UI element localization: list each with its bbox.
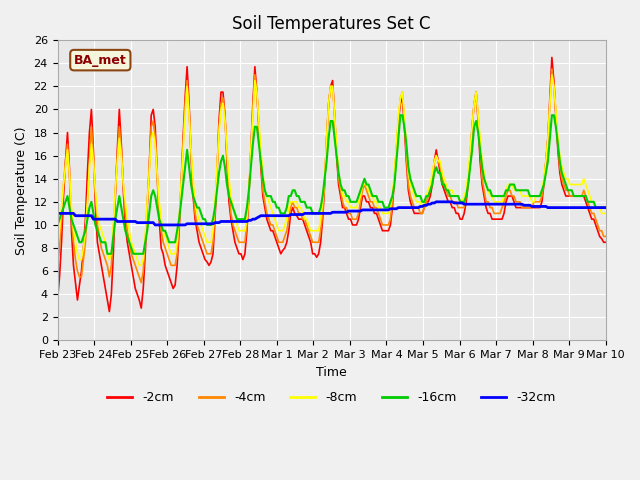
Line: -32cm: -32cm: [58, 202, 605, 225]
-16cm: [259, 176, 267, 181]
-32cm: [335, 209, 342, 215]
-8cm: [340, 193, 348, 199]
-16cm: [335, 170, 342, 176]
-4cm: [548, 66, 556, 72]
-16cm: [397, 112, 404, 118]
-2cm: [259, 193, 267, 199]
Line: -4cm: -4cm: [58, 69, 605, 283]
-4cm: [340, 205, 348, 211]
-2cm: [335, 181, 342, 187]
-16cm: [340, 187, 348, 193]
-16cm: [438, 181, 446, 187]
-32cm: [54, 211, 61, 216]
Title: Soil Temperatures Set C: Soil Temperatures Set C: [232, 15, 431, 33]
-32cm: [125, 218, 133, 224]
-4cm: [138, 280, 145, 286]
-16cm: [104, 251, 111, 257]
-8cm: [54, 245, 61, 251]
-4cm: [125, 240, 133, 245]
-8cm: [602, 211, 609, 216]
-32cm: [438, 199, 446, 204]
-16cm: [602, 205, 609, 211]
Line: -16cm: -16cm: [58, 115, 605, 254]
-4cm: [335, 176, 342, 181]
-2cm: [602, 240, 609, 245]
-2cm: [106, 309, 113, 314]
-32cm: [383, 207, 390, 213]
-4cm: [436, 164, 444, 170]
-16cm: [383, 205, 390, 211]
-32cm: [433, 199, 440, 204]
-32cm: [340, 209, 348, 215]
Line: -2cm: -2cm: [58, 58, 605, 312]
-4cm: [259, 187, 267, 193]
-8cm: [383, 211, 390, 216]
-4cm: [602, 234, 609, 240]
Text: BA_met: BA_met: [74, 54, 127, 67]
-4cm: [54, 263, 61, 268]
-2cm: [340, 205, 348, 211]
-2cm: [127, 263, 135, 268]
-4cm: [383, 222, 390, 228]
-16cm: [127, 245, 135, 251]
-8cm: [335, 170, 342, 176]
-8cm: [548, 72, 556, 78]
-8cm: [125, 228, 133, 234]
-2cm: [383, 228, 390, 234]
X-axis label: Time: Time: [316, 366, 347, 379]
-8cm: [259, 170, 267, 176]
Legend: -2cm, -4cm, -8cm, -16cm, -32cm: -2cm, -4cm, -8cm, -16cm, -32cm: [102, 386, 561, 409]
-8cm: [436, 158, 444, 164]
-2cm: [548, 55, 556, 60]
-32cm: [259, 213, 267, 218]
-32cm: [602, 205, 609, 211]
-2cm: [54, 297, 61, 303]
-16cm: [54, 222, 61, 228]
-2cm: [436, 170, 444, 176]
-8cm: [136, 263, 143, 268]
Line: -8cm: -8cm: [58, 75, 605, 265]
-32cm: [151, 222, 159, 228]
Y-axis label: Soil Temperature (C): Soil Temperature (C): [15, 126, 28, 254]
